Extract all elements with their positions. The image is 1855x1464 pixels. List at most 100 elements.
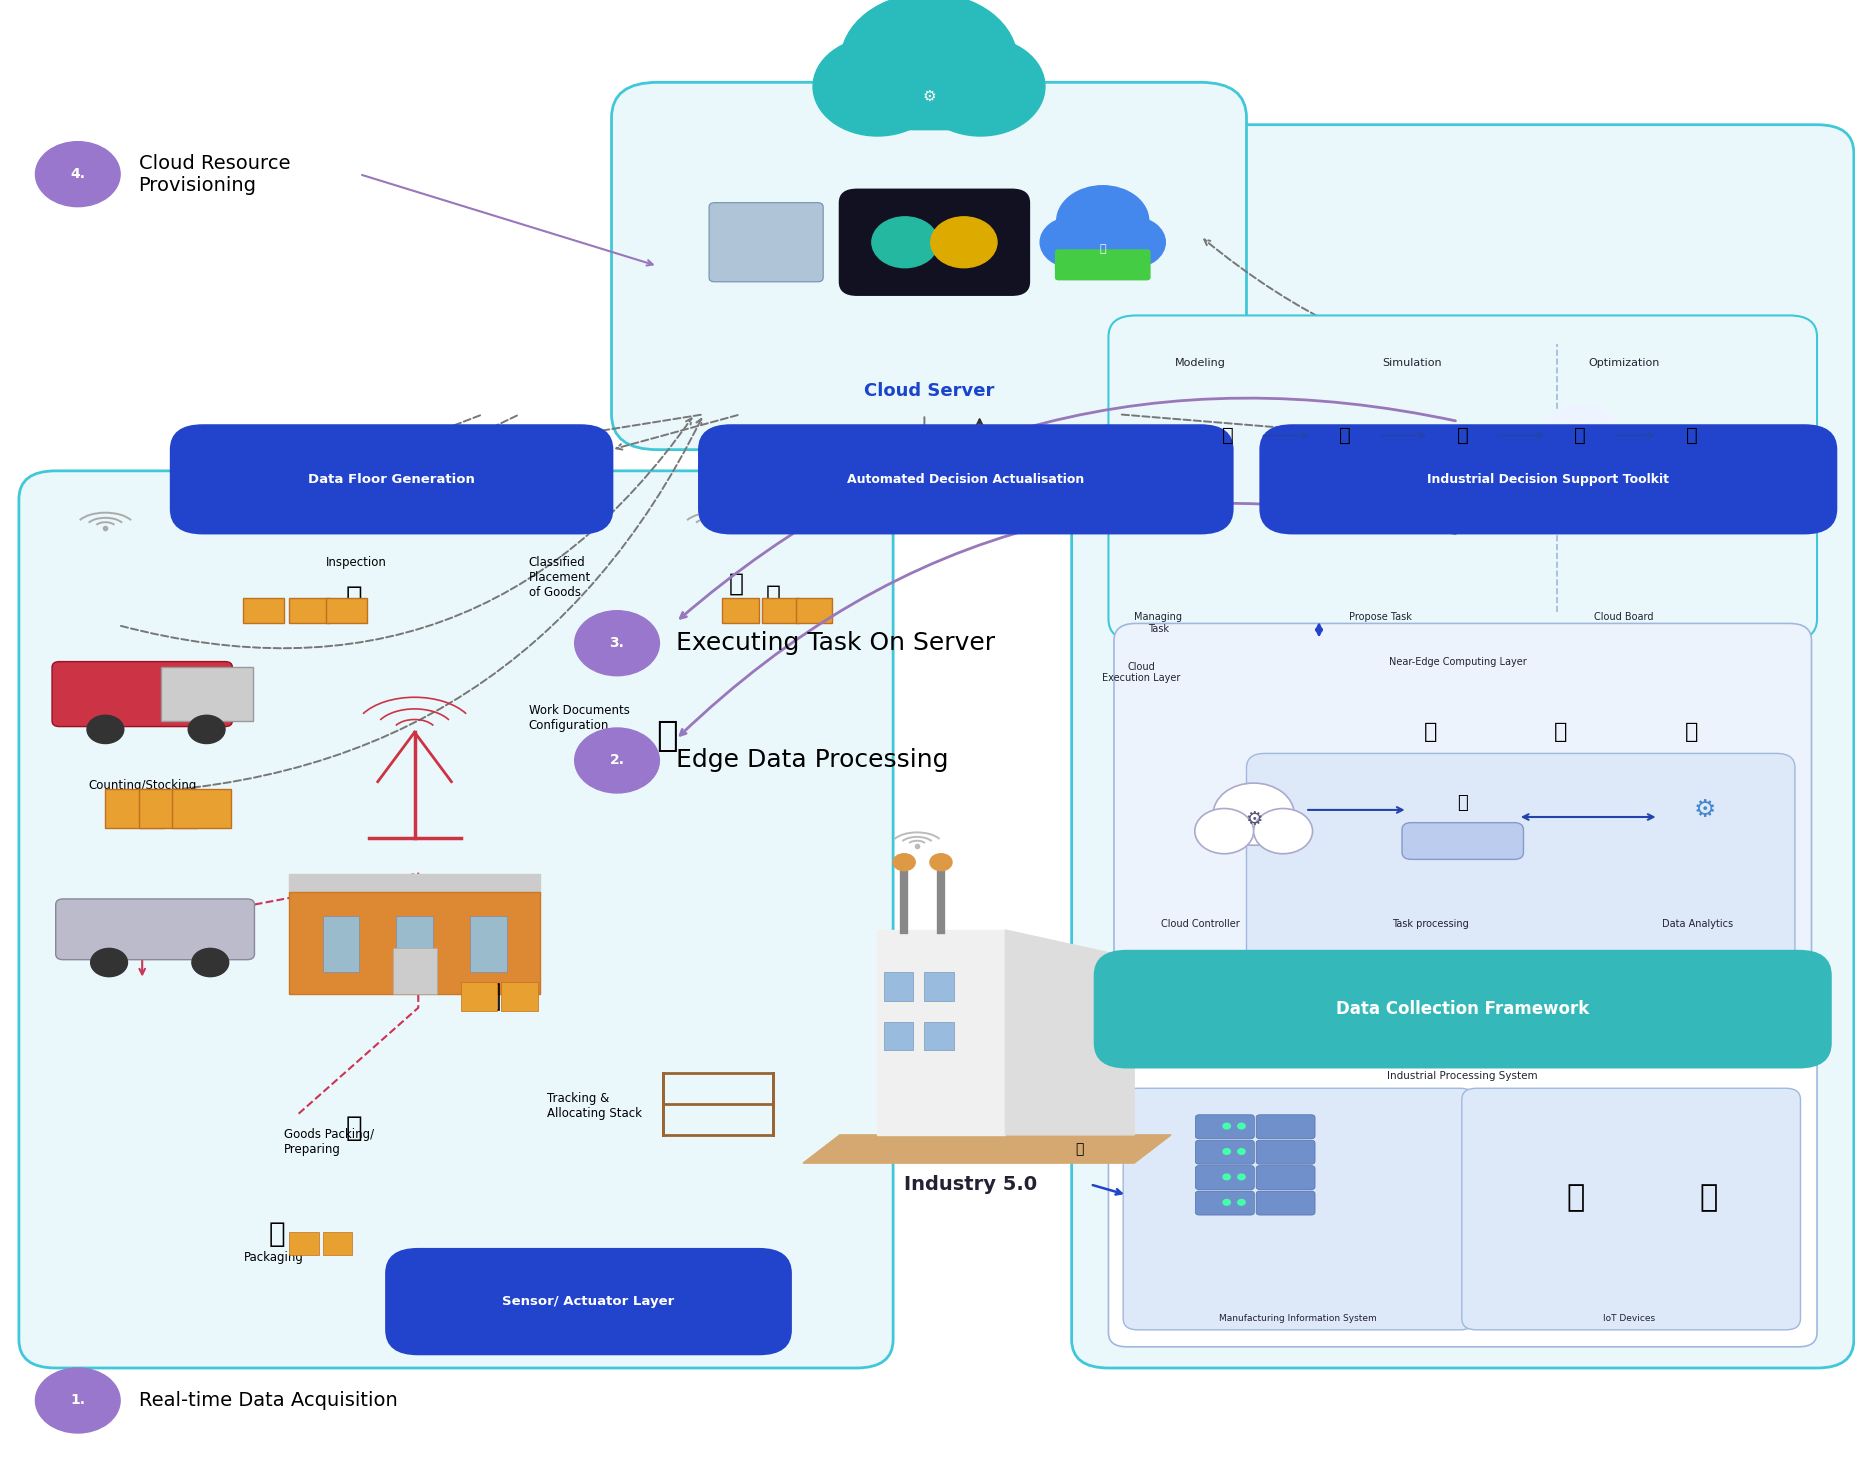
Text: 🔑: 🔑 (1098, 244, 1106, 255)
FancyBboxPatch shape (1054, 249, 1150, 281)
FancyBboxPatch shape (326, 597, 367, 624)
Polygon shape (803, 1135, 1171, 1162)
FancyBboxPatch shape (883, 1022, 913, 1050)
Circle shape (929, 217, 996, 268)
FancyBboxPatch shape (709, 202, 824, 281)
Text: Cloud
Execution Layer: Cloud Execution Layer (1102, 662, 1180, 684)
Text: 👤: 👤 (1221, 426, 1234, 445)
FancyBboxPatch shape (106, 789, 165, 829)
FancyBboxPatch shape (289, 1233, 319, 1255)
FancyBboxPatch shape (169, 425, 612, 534)
Text: Task processing: Task processing (1391, 919, 1467, 928)
FancyBboxPatch shape (1195, 1140, 1254, 1164)
Text: Edge Data Processing: Edge Data Processing (675, 748, 948, 773)
Text: 🖥: 🖥 (655, 719, 677, 754)
Circle shape (575, 728, 659, 793)
FancyBboxPatch shape (924, 972, 953, 1001)
FancyBboxPatch shape (1195, 1165, 1254, 1190)
Circle shape (187, 716, 224, 744)
Text: Manufacturing Information System: Manufacturing Information System (1219, 1315, 1376, 1323)
FancyBboxPatch shape (1260, 425, 1836, 534)
Text: 3.: 3. (608, 637, 623, 650)
FancyBboxPatch shape (289, 597, 330, 624)
FancyBboxPatch shape (1256, 1140, 1315, 1164)
FancyBboxPatch shape (1247, 754, 1794, 965)
Text: 👥: 👥 (1684, 722, 1697, 742)
Text: ⚙: ⚙ (1245, 810, 1261, 829)
FancyBboxPatch shape (1093, 950, 1831, 1069)
Text: Data Floor Generation: Data Floor Generation (308, 473, 475, 486)
FancyBboxPatch shape (762, 597, 800, 624)
FancyBboxPatch shape (1462, 1088, 1799, 1329)
Circle shape (1195, 808, 1252, 854)
FancyBboxPatch shape (386, 1247, 792, 1356)
Text: Data Analytics: Data Analytics (1660, 919, 1733, 928)
Text: ⭐: ⭐ (1573, 426, 1586, 445)
Circle shape (892, 854, 915, 871)
Text: Real-time Data Acquisition: Real-time Data Acquisition (139, 1391, 397, 1410)
Circle shape (812, 37, 940, 136)
FancyBboxPatch shape (1195, 1114, 1254, 1139)
FancyBboxPatch shape (722, 597, 759, 624)
Text: Counting/Stocking: Counting/Stocking (89, 779, 197, 792)
Text: Receiving: Receiving (89, 665, 147, 678)
Text: ⚙: ⚙ (922, 89, 935, 104)
Circle shape (1222, 1149, 1230, 1154)
Circle shape (1055, 186, 1148, 256)
FancyBboxPatch shape (1107, 1042, 1816, 1347)
Text: Work Documents
Configuration: Work Documents Configuration (529, 704, 629, 732)
Text: Inspection: Inspection (326, 556, 388, 568)
Text: Propose Task: Propose Task (1349, 612, 1412, 622)
FancyBboxPatch shape (395, 916, 432, 972)
Polygon shape (1005, 930, 1133, 1135)
Text: 👥: 👥 (1423, 722, 1436, 742)
FancyBboxPatch shape (883, 972, 913, 1001)
Circle shape (1540, 404, 1619, 467)
Text: Tracking &
Allocating Stack: Tracking & Allocating Stack (547, 1092, 642, 1120)
Text: 🦾: 🦾 (1339, 426, 1350, 445)
Text: 2.: 2. (608, 754, 625, 767)
FancyBboxPatch shape (460, 982, 497, 1010)
Text: 1.: 1. (70, 1394, 85, 1407)
Text: 🚜: 🚜 (482, 982, 501, 1012)
FancyBboxPatch shape (243, 597, 284, 624)
FancyBboxPatch shape (1256, 1165, 1315, 1190)
Text: ⚙: ⚙ (1692, 798, 1714, 821)
FancyBboxPatch shape (1256, 1114, 1315, 1139)
Circle shape (1237, 1123, 1245, 1129)
Circle shape (35, 1367, 121, 1433)
Text: 🚛: 🚛 (1074, 1142, 1083, 1157)
FancyBboxPatch shape (889, 63, 968, 130)
Text: IoT Devices: IoT Devices (1603, 1315, 1655, 1323)
Text: Industrial Processing System: Industrial Processing System (1386, 1072, 1536, 1082)
Text: Near-Edge Computing Layer: Near-Edge Computing Layer (1389, 657, 1527, 668)
FancyBboxPatch shape (56, 899, 254, 960)
Text: Industry 5.0: Industry 5.0 (903, 1174, 1037, 1193)
Text: 💧: 💧 (1456, 426, 1467, 445)
FancyBboxPatch shape (697, 425, 1234, 534)
FancyBboxPatch shape (323, 916, 360, 972)
Text: Simulation: Simulation (1382, 357, 1441, 367)
FancyBboxPatch shape (1401, 823, 1523, 859)
Circle shape (1222, 1123, 1230, 1129)
Circle shape (1098, 217, 1165, 268)
Text: 👷: 👷 (269, 1220, 284, 1247)
Circle shape (840, 0, 1017, 129)
FancyBboxPatch shape (1107, 315, 1816, 640)
Text: 👷: 👷 (729, 572, 744, 596)
Text: Cloud Board: Cloud Board (1593, 612, 1653, 622)
Text: 👥: 👥 (1553, 722, 1567, 742)
Text: 📱: 📱 (1699, 1183, 1716, 1212)
Circle shape (1222, 1174, 1230, 1180)
Text: Dispatching: Dispatching (89, 902, 160, 915)
FancyBboxPatch shape (1195, 1192, 1254, 1215)
Circle shape (1237, 1199, 1245, 1205)
Text: Cloud Resource
Provisioning: Cloud Resource Provisioning (139, 154, 289, 195)
Text: Data Collection Framework: Data Collection Framework (1336, 1000, 1588, 1017)
FancyBboxPatch shape (289, 892, 540, 994)
Text: Packaging: Packaging (243, 1250, 302, 1263)
Text: Executing Task On Server: Executing Task On Server (675, 631, 994, 656)
Text: Goods Packing/
Preparing: Goods Packing/ Preparing (284, 1127, 375, 1155)
Text: Modeling: Modeling (1174, 357, 1226, 367)
Circle shape (1213, 783, 1293, 845)
